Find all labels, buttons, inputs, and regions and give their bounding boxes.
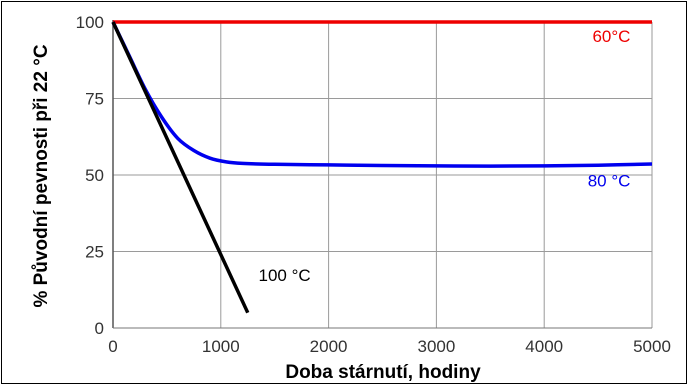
series-line-3: [111, 21, 250, 314]
x-tick-label: 3000: [417, 337, 455, 356]
series-label-3: 100 °C: [259, 266, 311, 285]
y-tick-label: 0: [95, 319, 104, 338]
series-labels: 60°C 80 °C 100 °C: [259, 27, 631, 285]
y-tick-label: 25: [85, 243, 104, 262]
series-lines: [111, 20, 653, 314]
series-label-1: 60°C: [592, 27, 630, 46]
grid: [112, 21, 653, 329]
x-tick-label: 1000: [202, 337, 240, 356]
y-tick-label: 100: [76, 13, 104, 32]
plot-border: [112, 20, 652, 329]
x-tick-label: 0: [108, 337, 117, 356]
tick-labels: 0 1000 2000 3000 4000 5000 0 25 50 75 100: [76, 13, 671, 356]
x-axis-title: Doba stárnutí, hodiny: [285, 362, 481, 383]
y-tick-label: 75: [85, 90, 104, 109]
y-tick-label: 50: [85, 166, 104, 185]
x-tick-label: 4000: [525, 337, 563, 356]
series-line-2: [111, 21, 653, 168]
x-tick-label: 2000: [310, 337, 348, 356]
series-label-2: 80 °C: [588, 171, 631, 190]
y-axis-title: % Původní pevnosti při 22 °C: [31, 44, 52, 307]
x-tick-label: 5000: [633, 337, 671, 356]
